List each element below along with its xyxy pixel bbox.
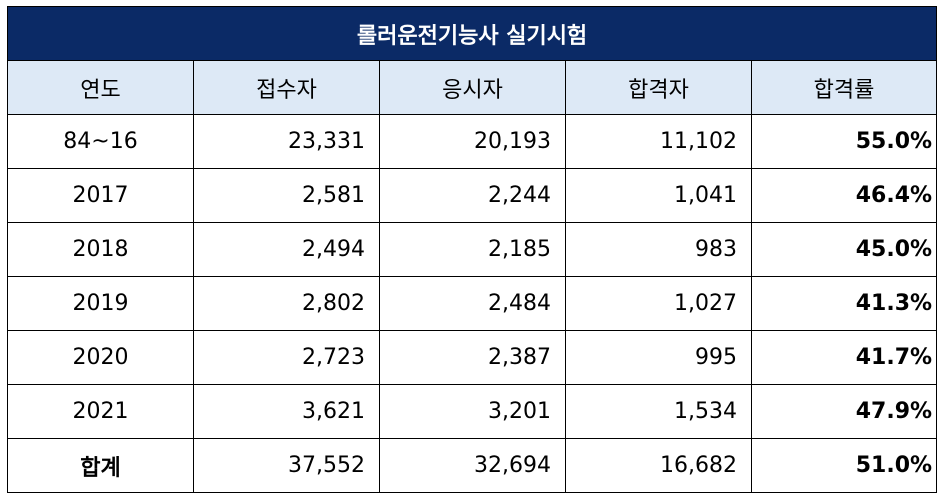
cell-examinees: 2,244 [379,168,566,223]
cell-total-examinees: 32,694 [379,438,566,493]
cell-year: 2019 [7,276,194,331]
table-row: 2021 3,621 3,201 1,534 47.9% [7,384,938,439]
cell-total-pass-rate: 51.0% [750,438,938,493]
cell-passed: 11,102 [565,114,752,169]
cell-passed: 1,041 [565,168,752,223]
cell-passed: 983 [565,222,752,277]
cell-examinees: 2,185 [379,222,566,277]
cell-passed: 1,027 [565,276,752,331]
cell-total-passed: 16,682 [565,438,752,493]
cell-applicants: 2,723 [193,330,380,385]
table-row: 2020 2,723 2,387 995 41.7% [7,330,938,385]
cell-examinees: 20,193 [379,114,566,169]
cell-year: 2018 [7,222,194,277]
cell-pass-rate: 45.0% [750,222,938,277]
cell-applicants: 2,581 [193,168,380,223]
table-row: 2019 2,802 2,484 1,027 41.3% [7,276,938,331]
header-pass-rate: 합격률 [750,60,938,115]
cell-total-applicants: 37,552 [193,438,380,493]
header-year: 연도 [7,60,194,115]
header-passed: 합격자 [565,60,752,115]
cell-examinees: 2,484 [379,276,566,331]
total-row: 합계 37,552 32,694 16,682 51.0% [7,438,938,493]
cell-pass-rate: 46.4% [750,168,938,223]
table-row: 2018 2,494 2,185 983 45.0% [7,222,938,277]
cell-applicants: 2,802 [193,276,380,331]
cell-applicants: 2,494 [193,222,380,277]
table-title: 롤러운전기능사 실기시험 [6,6,938,61]
cell-year: 84~16 [7,114,194,169]
cell-year: 2021 [7,384,194,439]
cell-pass-rate: 41.3% [750,276,938,331]
cell-applicants: 23,331 [193,114,380,169]
header-applicants: 접수자 [193,60,380,115]
cell-pass-rate: 47.9% [750,384,938,439]
cell-passed: 1,534 [565,384,752,439]
cell-passed: 995 [565,330,752,385]
cell-year: 2020 [7,330,194,385]
header-examinees: 응시자 [379,60,566,115]
cell-pass-rate: 55.0% [750,114,938,169]
cell-total-label: 합계 [7,438,194,493]
table-row: 84~16 23,331 20,193 11,102 55.0% [7,114,938,169]
exam-stats-table: 롤러운전기능사 실기시험 연도 접수자 응시자 합격자 합격률 84~16 23… [6,6,938,493]
table-row: 2017 2,581 2,244 1,041 46.4% [7,168,938,223]
header-row: 연도 접수자 응시자 합격자 합격률 [7,60,938,115]
cell-year: 2017 [7,168,194,223]
title-row: 롤러운전기능사 실기시험 [6,6,938,61]
cell-examinees: 2,387 [379,330,566,385]
cell-pass-rate: 41.7% [750,330,938,385]
cell-applicants: 3,621 [193,384,380,439]
cell-examinees: 3,201 [379,384,566,439]
